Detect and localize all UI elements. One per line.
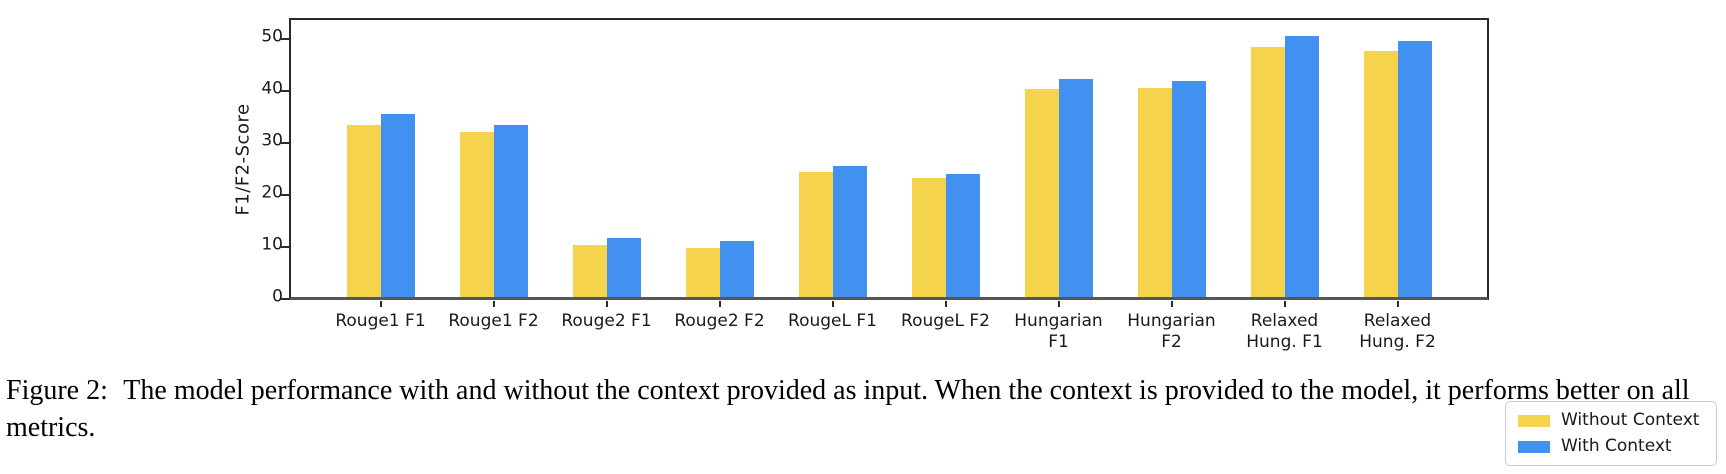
figure-caption: Figure 2: The model performance with and … [6,372,1722,446]
x-tick-label: Rouge2 F2 [663,301,776,354]
y-tick-mark [281,89,289,92]
bar-with-context [1058,79,1093,297]
x-tick-label: Rouge2 F1 [550,301,663,354]
x-tick-label: RougeL F1 [776,301,889,354]
y-tick-mark [281,245,289,248]
x-tick-label: Hungarian F1 [1002,301,1115,354]
bar-group-rougel-f2 [889,20,1002,297]
legend-swatch-without-context [1518,414,1550,427]
x-tick-mark [1396,301,1399,307]
bar-group-rouge1-f1 [324,20,437,297]
x-tick-mark [379,301,382,307]
x-axis: Rouge1 F1 Rouge1 F2 Rouge2 F1 Rouge2 F2 Roug… [291,301,1487,354]
bar-without-context [798,172,833,297]
y-tick-label: 0 [272,286,283,307]
bar-group-rouge1-f2 [437,20,550,297]
bar-group-relaxed-hung-f1 [1228,20,1341,297]
bar-with-context [832,166,867,297]
legend-label-without-context: Without Context [1561,410,1700,430]
x-tick-mark [1283,301,1286,307]
x-tick-label: Hungarian F2 [1115,301,1228,354]
y-tick-mark [281,298,289,300]
bar-with-context [493,124,528,297]
y-tick-mark [281,193,289,196]
x-tick-mark [492,301,495,307]
x-tick-label: Rouge1 F2 [437,301,550,354]
bar-without-context [1363,50,1398,297]
legend-entry-with-context: With Context [1518,438,1704,455]
y-tick-label: 20 [261,182,283,203]
plot-area-bars [291,20,1487,297]
bar-with-context [380,114,415,297]
x-tick-mark [605,301,608,307]
legend-swatch-with-context [1518,440,1550,453]
bar-group-rougel-f1 [776,20,889,297]
x-tick-mark [718,301,721,307]
legend: Without Context With Context [1505,401,1717,466]
bar-group-rouge2-f1 [550,20,663,297]
bar-group-hungarian-f2 [1115,20,1228,297]
x-tick-mark [944,301,947,307]
caption-label: Figure 2: [6,375,108,406]
y-tick-mark [281,141,289,144]
y-tick-label: 10 [261,234,283,255]
bar-without-context [572,244,607,297]
bar-without-context [1137,87,1172,297]
x-tick-mark [1057,301,1060,307]
x-tick-label: Relaxed Hung. F2 [1341,301,1454,354]
legend-entry-without-context: Without Context [1518,412,1704,429]
caption-text: The model performance with and without t… [6,375,1690,444]
legend-label-with-context: With Context [1561,436,1672,456]
bar-without-context [911,177,946,297]
x-tick-mark [831,301,834,307]
bar-with-context [1397,40,1432,297]
y-tick-mark [281,37,289,40]
y-tick-label: 50 [261,26,283,47]
x-tick-mark [1170,301,1173,307]
bar-group-relaxed-hung-f2 [1341,20,1454,297]
bar-with-context [719,241,754,297]
y-tick-label: 40 [261,78,283,99]
x-tick-label: Rouge1 F1 [324,301,437,354]
y-tick-label: 30 [261,130,283,151]
bar-group-rouge2-f2 [663,20,776,297]
bar-with-context [945,174,980,297]
x-tick-label: RougeL F2 [889,301,1002,354]
bar-with-context [1171,80,1206,297]
bar-with-context [1284,35,1319,297]
bar-without-context [685,247,720,297]
bar-without-context [1250,46,1285,297]
y-axis: 0 10 20 30 40 50 [200,20,283,305]
bar-without-context [1024,88,1059,297]
bar-group-hungarian-f1 [1002,20,1115,297]
bar-without-context [459,131,494,297]
bar-without-context [346,124,381,297]
bar-with-context [606,238,641,297]
x-tick-label: Relaxed Hung. F1 [1228,301,1341,354]
plot-area-frame [289,18,1489,300]
